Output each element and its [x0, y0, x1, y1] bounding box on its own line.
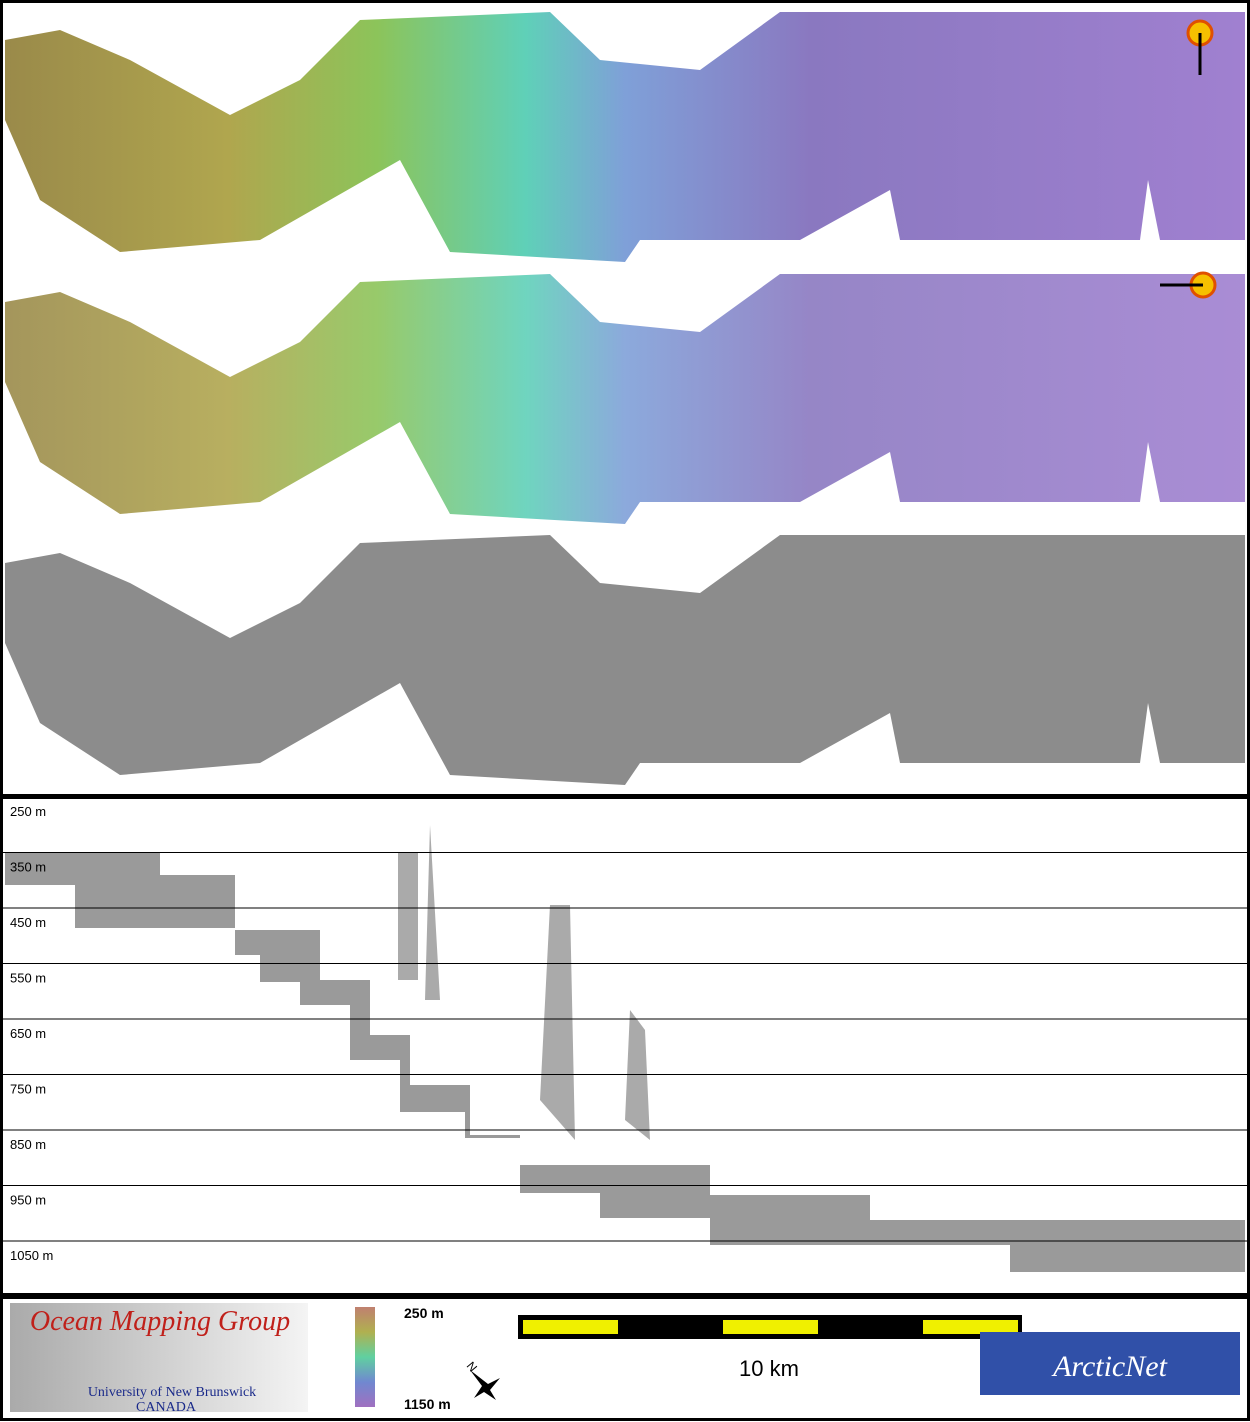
profile: [5, 825, 1245, 1272]
logo-university: University of New Brunswick: [88, 1385, 256, 1400]
scale-segment: [723, 1320, 818, 1334]
profile-data: [5, 852, 1245, 1272]
colorbar-bottom-label: 1150 m: [404, 1396, 451, 1412]
depth-label: 550 m: [10, 971, 46, 986]
depth-label: 250 m: [10, 804, 46, 819]
bathymetry-strip-1: [5, 12, 1245, 262]
scale-label: 10 km: [739, 1356, 799, 1381]
arcticnet-logo: [980, 1332, 1240, 1395]
sun-icon-2: [1160, 271, 1217, 299]
colorbar-top-label: 250 m: [404, 1305, 444, 1321]
map-frame: [0, 0, 1250, 797]
depth-label: 350 m: [10, 860, 46, 875]
sun-icon-1: [1186, 19, 1214, 75]
logo-country: CANADA: [136, 1400, 197, 1415]
scale-segment: [923, 1320, 1018, 1334]
backscatter-strip: [5, 535, 1245, 785]
depth-label: 650 m: [10, 1026, 46, 1041]
colorbar: [355, 1307, 375, 1407]
depth-label: 450 m: [10, 915, 46, 930]
profile-frame: [0, 796, 1250, 1296]
omg-logo: [10, 1303, 308, 1412]
scale-segment: [523, 1320, 618, 1334]
depth-label: 950 m: [10, 1193, 46, 1208]
north-arrow: [470, 1370, 500, 1400]
partner-label: ArcticNet: [1051, 1350, 1168, 1383]
bathymetry-strip-2: [5, 274, 1245, 524]
depth-label: 1050 m: [10, 1248, 53, 1263]
logo-title: Ocean Mapping Group: [30, 1306, 290, 1337]
depth-label: 750 m: [10, 1082, 46, 1097]
depth-label: 850 m: [10, 1137, 46, 1152]
